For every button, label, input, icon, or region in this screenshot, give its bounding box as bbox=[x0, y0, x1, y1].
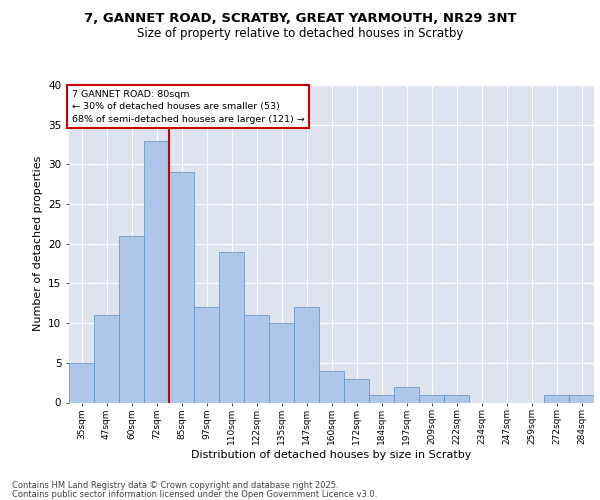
Bar bbox=[319, 371, 344, 402]
Text: Contains public sector information licensed under the Open Government Licence v3: Contains public sector information licen… bbox=[12, 490, 377, 499]
Y-axis label: Number of detached properties: Number of detached properties bbox=[32, 156, 43, 332]
Bar bbox=[69, 363, 94, 403]
Bar bbox=[119, 236, 144, 402]
Text: 7, GANNET ROAD, SCRATBY, GREAT YARMOUTH, NR29 3NT: 7, GANNET ROAD, SCRATBY, GREAT YARMOUTH,… bbox=[83, 12, 517, 26]
Text: Size of property relative to detached houses in Scratby: Size of property relative to detached ho… bbox=[137, 28, 463, 40]
Bar bbox=[444, 394, 469, 402]
X-axis label: Distribution of detached houses by size in Scratby: Distribution of detached houses by size … bbox=[191, 450, 472, 460]
Bar bbox=[219, 252, 244, 402]
Bar bbox=[569, 394, 594, 402]
Bar bbox=[344, 378, 369, 402]
Bar bbox=[419, 394, 444, 402]
Bar bbox=[394, 386, 419, 402]
Bar bbox=[294, 307, 319, 402]
Text: Contains HM Land Registry data © Crown copyright and database right 2025.: Contains HM Land Registry data © Crown c… bbox=[12, 480, 338, 490]
Bar bbox=[194, 307, 219, 402]
Text: 7 GANNET ROAD: 80sqm
← 30% of detached houses are smaller (53)
68% of semi-detac: 7 GANNET ROAD: 80sqm ← 30% of detached h… bbox=[71, 90, 304, 124]
Bar bbox=[94, 315, 119, 402]
Bar bbox=[169, 172, 194, 402]
Bar bbox=[269, 323, 294, 402]
Bar bbox=[144, 140, 169, 402]
Bar bbox=[244, 315, 269, 402]
Bar bbox=[544, 394, 569, 402]
Bar bbox=[369, 394, 394, 402]
